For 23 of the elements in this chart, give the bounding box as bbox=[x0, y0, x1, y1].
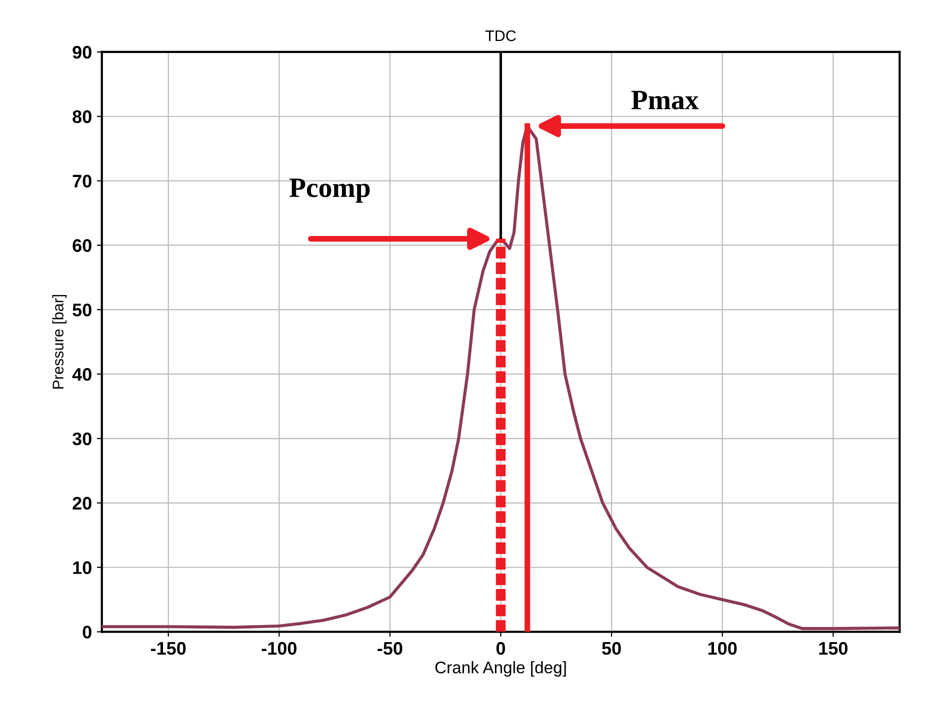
x-tick-label: -100 bbox=[262, 642, 296, 655]
y-tick-label: 20 bbox=[72, 496, 92, 510]
y-tick-label: 30 bbox=[72, 432, 92, 446]
annotation: Pmax bbox=[631, 90, 699, 110]
y-tick-label: 80 bbox=[72, 110, 92, 124]
annotation: Pcomp bbox=[290, 178, 370, 203]
y-tick-label: 90 bbox=[72, 46, 92, 59]
y-tick-label: 50 bbox=[72, 304, 92, 316]
x-tick-label: 100 bbox=[708, 642, 737, 655]
line-series bbox=[102, 124, 900, 630]
y-tick-label: 10 bbox=[73, 561, 92, 574]
y-axis-title: Pressure [bar] bbox=[52, 294, 67, 389]
y-tick-label: 0 bbox=[82, 626, 92, 639]
y-tick-label: 40 bbox=[72, 368, 92, 381]
x-axis-title: Crank Angle [deg] bbox=[435, 661, 566, 677]
x-tick-label: -50 bbox=[378, 642, 402, 655]
y-tick-label: 70 bbox=[72, 174, 92, 188]
x-tick-label: 0 bbox=[496, 642, 506, 655]
ref-line-label: TDC bbox=[485, 30, 516, 42]
y-tick-label: 60 bbox=[72, 239, 92, 252]
x-tick-label: -150 bbox=[150, 642, 186, 655]
x-tick-label: 50 bbox=[602, 642, 621, 655]
x-tick-label: 150 bbox=[819, 642, 848, 655]
